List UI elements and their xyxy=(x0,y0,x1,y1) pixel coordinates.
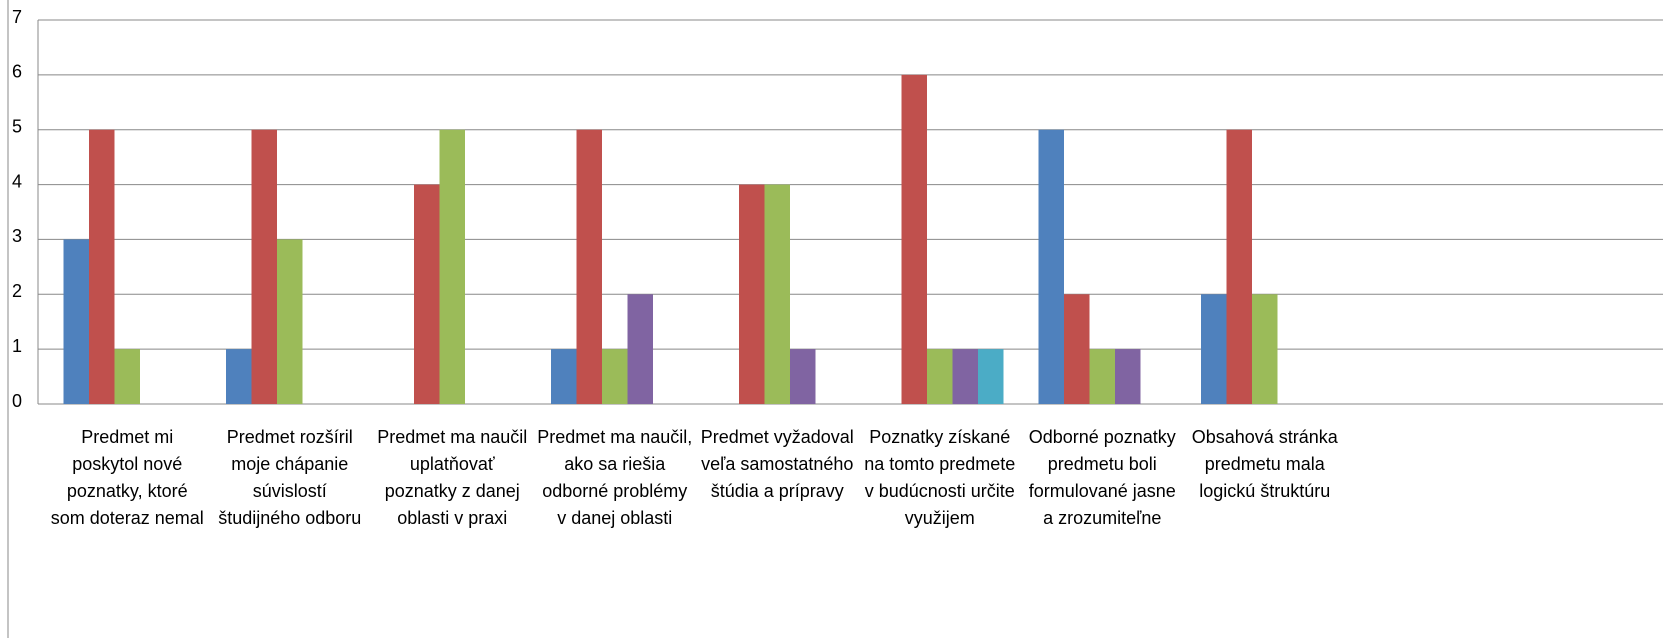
y-tick-label: 5 xyxy=(12,116,22,136)
x-tick-label: Predmet vyžadoval veľa samostatného štúd… xyxy=(700,427,854,501)
y-tick-label: 7 xyxy=(12,7,22,27)
x-tick-label: Predmet mi poskytol nové poznatky, ktoré… xyxy=(50,427,204,528)
bar xyxy=(439,129,465,404)
x-tick-label: Predmet ma naučil uplatňovať poznatky z … xyxy=(377,427,528,528)
bar xyxy=(277,239,303,404)
x-tick-label: Obsahová stránka predmetu mala logickú š… xyxy=(1191,427,1338,501)
y-tick-label: 2 xyxy=(12,281,22,301)
bar xyxy=(1089,349,1115,404)
bar xyxy=(627,294,653,404)
bar xyxy=(1064,294,1090,404)
x-tick-label: Poznatky získané na tomto predmete v bud… xyxy=(864,427,1016,528)
bar xyxy=(226,349,252,404)
x-tick-label: Predmet rozšíril moje chápanie súvislost… xyxy=(218,427,362,528)
bar xyxy=(1252,294,1278,404)
x-tick-label: Predmet ma naučil, ako sa riešia odborné… xyxy=(537,427,693,528)
bar xyxy=(63,239,89,404)
bar xyxy=(551,349,577,404)
bar xyxy=(764,184,790,404)
y-tick-label: 1 xyxy=(12,336,22,356)
bar xyxy=(1115,349,1141,404)
bar xyxy=(114,349,140,404)
bar xyxy=(739,184,765,404)
bar xyxy=(1201,294,1227,404)
y-tick-label: 3 xyxy=(12,226,22,246)
y-tick-label: 0 xyxy=(12,391,22,411)
bar xyxy=(1226,129,1252,404)
bar xyxy=(414,184,440,404)
bar xyxy=(89,129,115,404)
bar xyxy=(978,349,1004,404)
bar xyxy=(790,349,816,404)
bar xyxy=(952,349,978,404)
bar xyxy=(576,129,602,404)
bar xyxy=(251,129,277,404)
bar xyxy=(602,349,628,404)
bar xyxy=(901,74,927,404)
bar xyxy=(1038,129,1064,404)
y-tick-label: 4 xyxy=(12,171,22,191)
bar xyxy=(927,349,953,404)
y-tick-label: 6 xyxy=(12,62,22,82)
x-tick-label: Odborné poznatky predmetu boli formulova… xyxy=(1028,427,1176,528)
